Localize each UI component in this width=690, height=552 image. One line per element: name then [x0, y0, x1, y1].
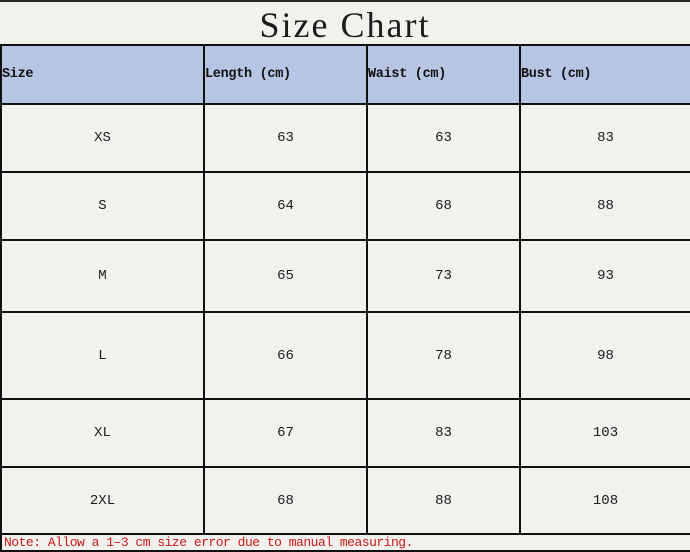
bust-cell: 103 [519, 398, 690, 468]
col-header-bust: Bust (cm) [519, 44, 690, 105]
waist-cell: 73 [366, 239, 521, 313]
waist-cell: 78 [366, 311, 521, 400]
col-header-size: Size [0, 44, 205, 105]
size-cell: L [0, 311, 205, 400]
waist-cell: 88 [366, 466, 521, 535]
length-cell: 64 [203, 171, 368, 241]
length-cell: 67 [203, 398, 368, 468]
col-header-waist: Waist (cm) [366, 44, 521, 105]
size-cell: XS [0, 103, 205, 173]
length-cell: 68 [203, 466, 368, 535]
table-row-xl: XL 67 83 103 [0, 398, 690, 468]
table-row-m: M 65 73 93 [0, 239, 690, 313]
waist-cell: 63 [366, 103, 521, 173]
table-row-l: L 66 78 98 [0, 311, 690, 400]
bust-cell: 88 [519, 171, 690, 241]
table-row-s: S 64 68 88 [0, 171, 690, 241]
length-cell: 65 [203, 239, 368, 313]
bust-cell: 83 [519, 103, 690, 173]
length-cell: 66 [203, 311, 368, 400]
note-text: Note: Allow a 1–3 cm size error due to m… [0, 533, 690, 552]
bust-cell: 108 [519, 466, 690, 535]
waist-cell: 83 [366, 398, 521, 468]
col-header-length: Length (cm) [203, 44, 368, 105]
size-chart-table: Size Length (cm) Waist (cm) Bust (cm) XS… [0, 44, 690, 552]
size-cell: 2XL [0, 466, 205, 535]
bust-cell: 98 [519, 311, 690, 400]
waist-cell: 68 [366, 171, 521, 241]
size-cell: M [0, 239, 205, 313]
table-row-2xl: 2XL 68 88 108 [0, 466, 690, 535]
size-cell: S [0, 171, 205, 241]
bust-cell: 93 [519, 239, 690, 313]
length-cell: 63 [203, 103, 368, 173]
header-row: Size Length (cm) Waist (cm) Bust (cm) [0, 44, 690, 105]
page-title: Size Chart [259, 5, 431, 45]
table-row-xs: XS 63 63 83 [0, 103, 690, 173]
size-cell: XL [0, 398, 205, 468]
note-row: Note: Allow a 1–3 cm size error due to m… [0, 533, 690, 552]
top-divider [0, 0, 690, 2]
